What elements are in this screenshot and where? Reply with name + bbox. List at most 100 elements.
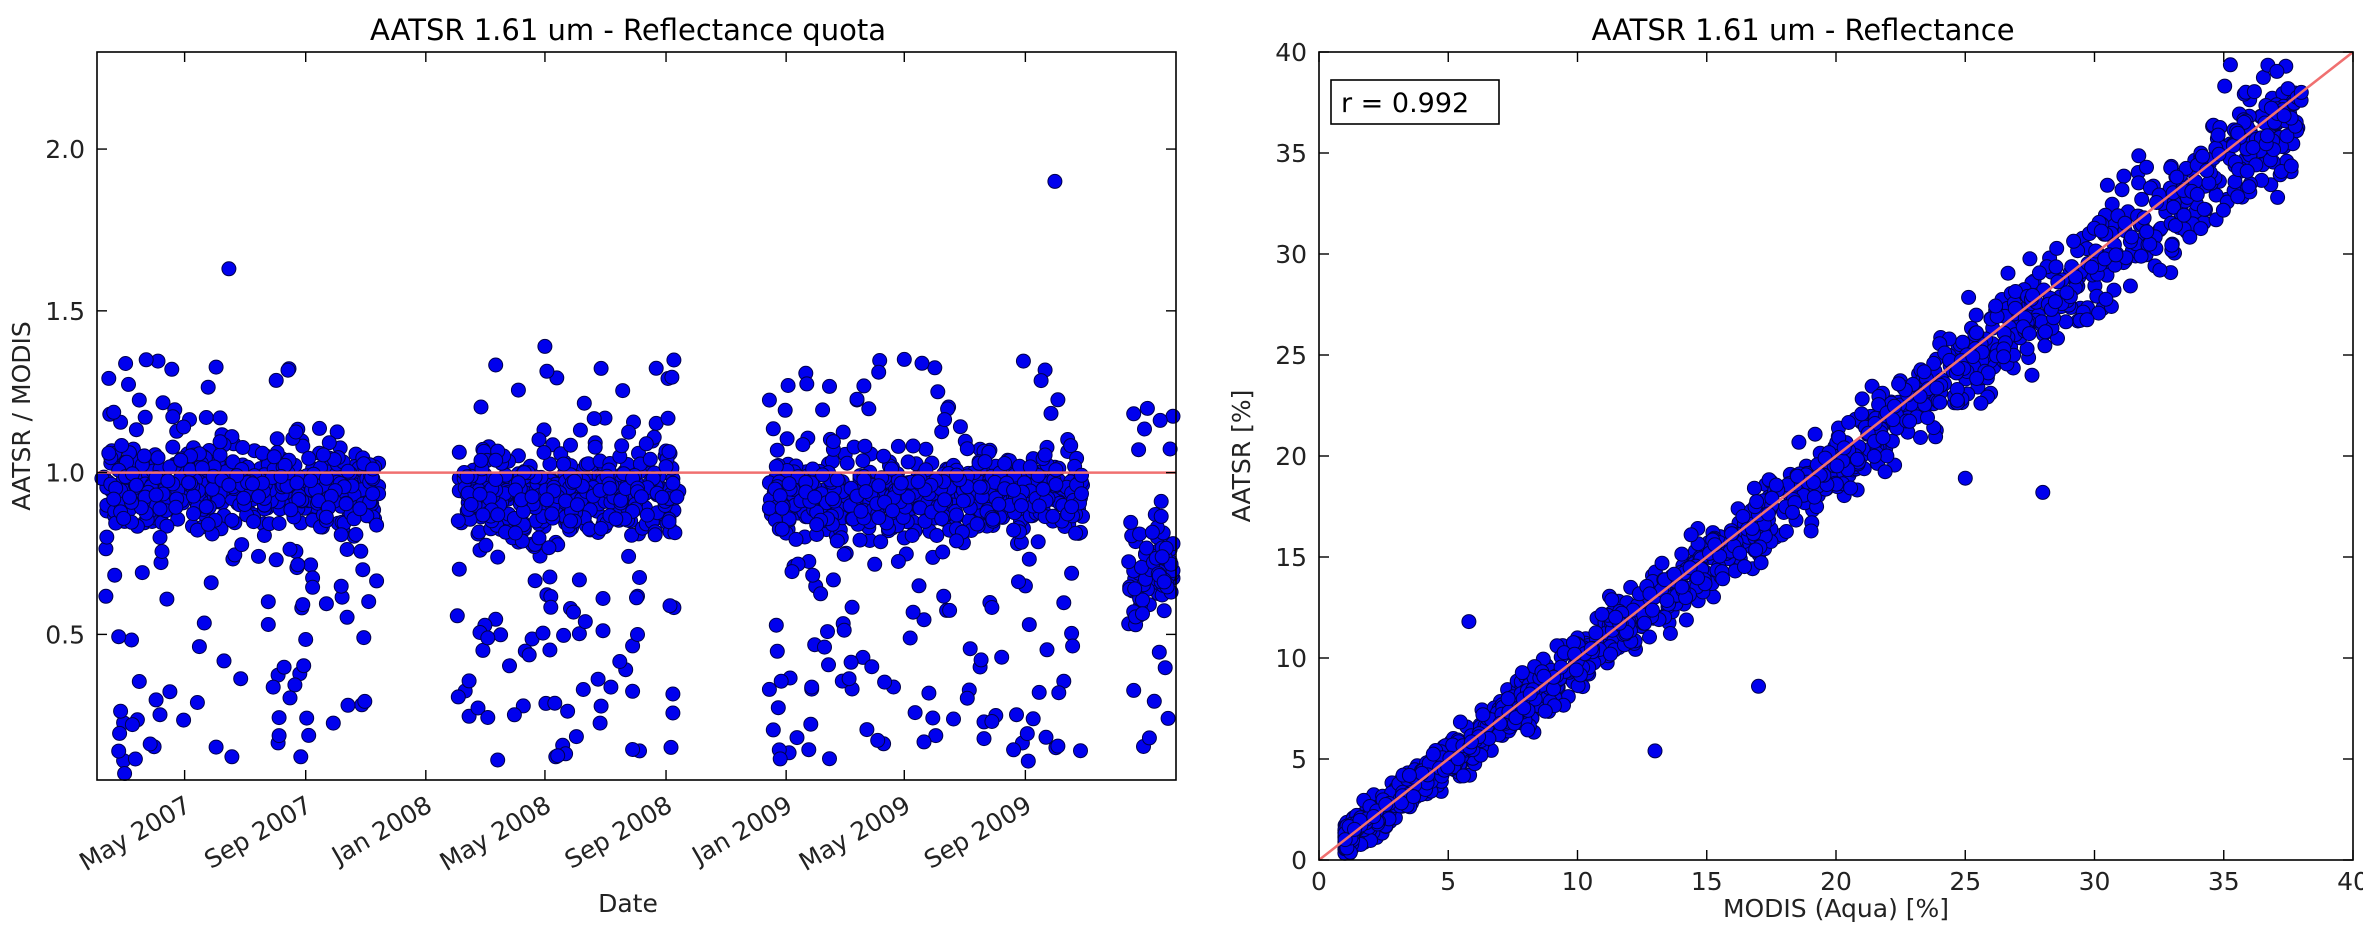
data-point xyxy=(1875,430,1891,446)
data-point xyxy=(221,261,237,277)
data-point xyxy=(2168,218,2183,234)
data-point xyxy=(490,549,506,565)
data-point xyxy=(1920,410,1935,426)
data-point xyxy=(2239,163,2255,179)
data-point xyxy=(164,361,180,377)
data-point xyxy=(276,659,292,675)
data-point xyxy=(949,507,964,523)
data-point xyxy=(318,470,334,486)
data-point xyxy=(569,497,585,513)
data-point xyxy=(621,424,637,440)
data-point xyxy=(1973,395,1989,411)
data-point xyxy=(99,529,115,545)
data-point xyxy=(470,700,486,716)
data-point xyxy=(1778,524,1794,539)
data-point xyxy=(106,491,122,507)
data-point xyxy=(1461,614,1477,630)
data-point xyxy=(625,683,641,699)
data-point xyxy=(2210,127,2226,143)
data-point xyxy=(1806,475,1821,490)
data-point xyxy=(1662,626,1678,641)
data-point xyxy=(984,714,1000,729)
data-point xyxy=(461,673,477,689)
data-point xyxy=(829,472,845,488)
data-point xyxy=(1969,371,1985,386)
data-point xyxy=(233,671,249,687)
data-point xyxy=(369,517,385,533)
data-point xyxy=(972,479,988,495)
data-point xyxy=(1604,592,1620,608)
data-point xyxy=(1916,364,1932,380)
data-point xyxy=(480,710,496,725)
data-point xyxy=(852,532,868,548)
data-point xyxy=(2133,248,2149,264)
data-point xyxy=(208,359,224,375)
data-point xyxy=(235,440,251,455)
data-point xyxy=(770,700,786,716)
data-point xyxy=(507,525,523,541)
right-points xyxy=(1337,57,2309,861)
data-point xyxy=(2193,221,2209,237)
data-point xyxy=(2108,247,2124,263)
x-tick-label: Sep 2007 xyxy=(199,790,316,874)
data-point xyxy=(2037,324,2053,340)
data-point xyxy=(1475,707,1491,723)
data-point xyxy=(2279,128,2295,144)
data-point xyxy=(301,727,317,743)
data-point xyxy=(772,488,788,504)
data-point xyxy=(1913,430,1928,445)
data-point xyxy=(612,654,628,669)
data-point xyxy=(936,588,952,604)
data-point xyxy=(1051,685,1067,701)
data-point xyxy=(2019,341,2035,357)
data-point xyxy=(295,597,311,613)
data-point xyxy=(567,473,582,489)
data-point xyxy=(870,732,886,748)
data-point xyxy=(853,503,869,519)
data-point xyxy=(1157,660,1173,676)
data-point xyxy=(1969,325,1984,341)
data-point xyxy=(804,679,820,695)
right-identity-line xyxy=(1318,50,2354,862)
data-point xyxy=(663,739,679,755)
data-point xyxy=(625,742,641,757)
data-point xyxy=(490,507,506,523)
data-point xyxy=(614,438,630,454)
data-point xyxy=(1151,644,1167,660)
data-point xyxy=(269,431,285,447)
data-point xyxy=(291,491,307,507)
data-point xyxy=(348,527,364,542)
data-point xyxy=(835,424,851,440)
data-point xyxy=(859,722,875,738)
data-point xyxy=(1957,470,1973,486)
y-tick-label: 25 xyxy=(1275,341,1307,370)
data-point xyxy=(200,379,216,395)
data-point xyxy=(2217,78,2233,94)
data-point xyxy=(333,578,349,594)
data-point xyxy=(1789,468,1805,484)
data-point xyxy=(524,489,540,505)
data-point xyxy=(165,409,181,425)
data-point xyxy=(1131,442,1147,458)
data-point xyxy=(1152,412,1168,428)
data-point xyxy=(1030,534,1046,550)
y-tick-label: 35 xyxy=(1275,139,1307,168)
data-point xyxy=(921,685,937,701)
data-point xyxy=(176,712,192,728)
x-tick-label: 15 xyxy=(1691,867,1723,896)
data-point xyxy=(301,450,317,466)
data-point xyxy=(2021,326,2037,342)
data-point xyxy=(666,352,682,368)
data-point xyxy=(639,507,655,523)
data-point xyxy=(128,477,144,493)
data-point xyxy=(820,624,835,640)
data-point xyxy=(1153,508,1169,524)
data-point xyxy=(836,622,852,638)
data-point xyxy=(769,643,785,659)
data-point xyxy=(2048,259,2064,275)
data-point xyxy=(876,448,892,464)
data-point xyxy=(774,521,790,537)
data-point xyxy=(1156,574,1172,590)
data-point xyxy=(186,506,201,522)
data-point xyxy=(661,444,677,460)
